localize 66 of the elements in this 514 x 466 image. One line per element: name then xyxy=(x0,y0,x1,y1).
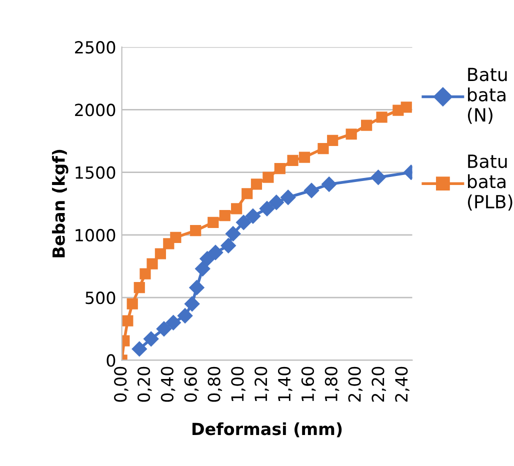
x-tick-label: 1,00 xyxy=(231,366,246,402)
point xyxy=(177,308,193,324)
point xyxy=(122,315,134,326)
point xyxy=(208,244,224,260)
x-tick-label: 1,80 xyxy=(324,366,340,402)
x-tick-label: 1,40 xyxy=(278,366,292,402)
point xyxy=(304,182,320,198)
point xyxy=(140,268,151,280)
point xyxy=(219,210,230,222)
point xyxy=(170,232,182,244)
point xyxy=(318,142,329,154)
y-tick-label: 500 xyxy=(86,292,116,304)
legend-label: Batu bata (PLB) xyxy=(468,154,512,211)
x-tick-label: 2,20 xyxy=(372,366,386,402)
point xyxy=(268,194,284,210)
x-tick-label: 2,00 xyxy=(348,366,363,402)
y-tick-label: 1000 xyxy=(76,228,116,242)
x-tick-label: 0,40 xyxy=(160,366,176,402)
point xyxy=(370,170,386,185)
point xyxy=(208,216,219,228)
point xyxy=(195,261,210,276)
y-tick-label: 2000 xyxy=(75,104,116,116)
point xyxy=(156,321,172,336)
point xyxy=(250,178,262,190)
point xyxy=(184,296,200,312)
point xyxy=(132,341,147,357)
point xyxy=(262,172,274,183)
point xyxy=(259,201,275,216)
point xyxy=(236,214,252,230)
y-axis-title: Beban (kgf) xyxy=(52,150,68,258)
point xyxy=(146,258,158,270)
point xyxy=(190,225,202,236)
point xyxy=(245,208,261,224)
point xyxy=(298,152,310,163)
point xyxy=(231,203,242,214)
y-tick-label: 0 xyxy=(106,354,116,367)
point xyxy=(327,134,338,146)
y-tick-label: 1500 xyxy=(76,166,116,179)
x-tick-label: 0,00 xyxy=(114,366,128,402)
point xyxy=(126,298,138,310)
point xyxy=(220,238,236,254)
x-tick-label: 0,20 xyxy=(137,366,152,402)
y-tick-label: 2500 xyxy=(75,41,116,54)
x-tick-label: 0,60 xyxy=(184,366,199,402)
point xyxy=(200,251,215,266)
x-tick-label: 2,40 xyxy=(395,366,410,402)
point xyxy=(280,190,296,205)
x-tick-label: 0,80 xyxy=(208,366,222,402)
point xyxy=(189,280,204,296)
point xyxy=(361,120,372,131)
point xyxy=(154,248,166,260)
point xyxy=(134,282,145,294)
point xyxy=(376,112,388,123)
x-tick-label: 1,20 xyxy=(254,366,269,402)
x-axis-title: Deformasi (mm) xyxy=(192,422,342,438)
point xyxy=(346,128,357,140)
point xyxy=(144,331,159,346)
point xyxy=(242,188,253,200)
point xyxy=(274,163,286,174)
x-tick-label: 1,60 xyxy=(301,366,316,402)
point xyxy=(225,226,241,242)
point xyxy=(322,176,337,192)
legend-label: Batu bata (N) xyxy=(468,68,507,124)
point xyxy=(166,315,181,330)
point xyxy=(287,154,298,166)
point xyxy=(400,102,412,113)
